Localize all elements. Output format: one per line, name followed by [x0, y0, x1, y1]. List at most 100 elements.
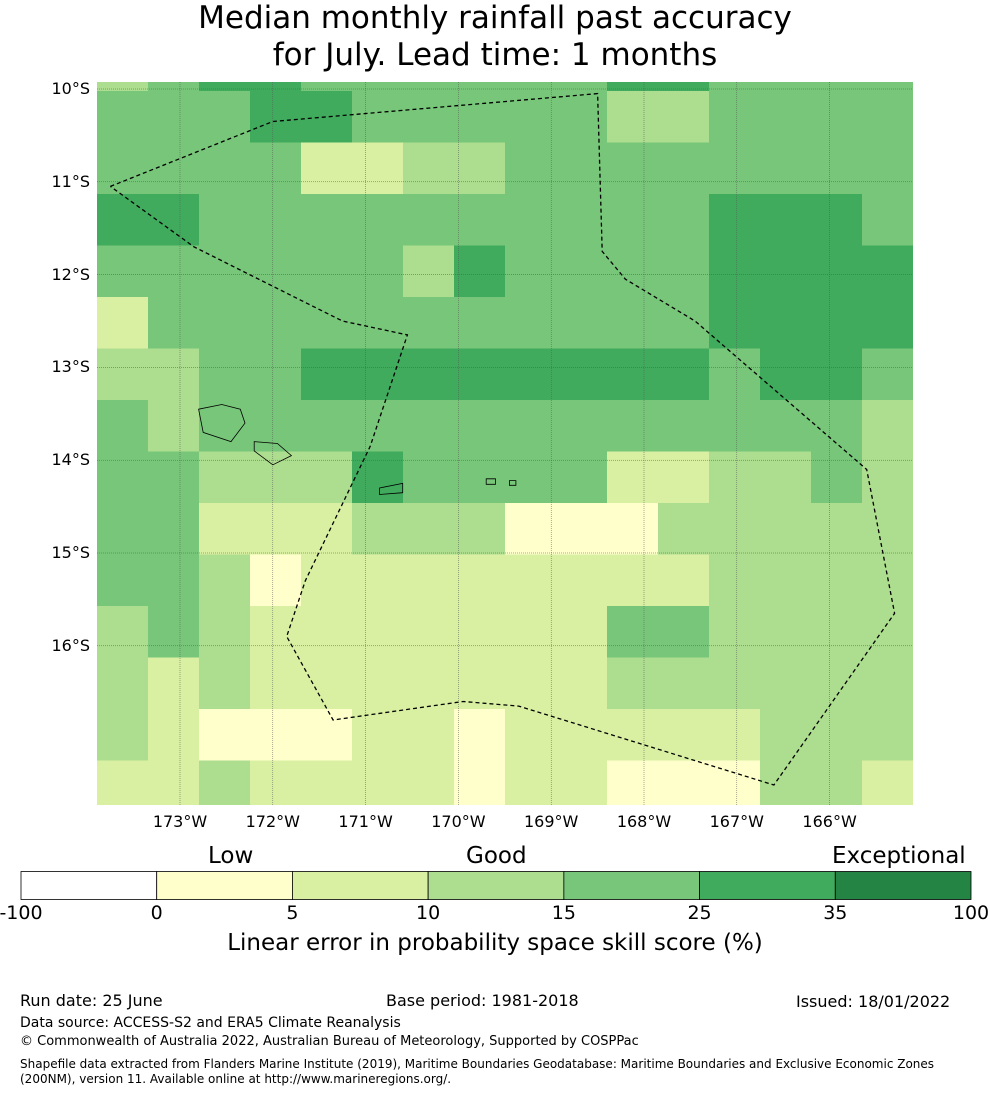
title-line-1: Median monthly rainfall past accuracy	[198, 0, 792, 36]
skill-cell	[301, 297, 353, 350]
island-outline	[508, 480, 517, 486]
skill-cell	[658, 606, 710, 659]
skill-cell	[199, 606, 251, 659]
colorbar-segment	[834, 871, 972, 900]
skill-cell	[862, 194, 914, 247]
skill-cell	[97, 606, 149, 659]
skill-cell	[658, 503, 710, 556]
colorbar	[20, 871, 972, 900]
skill-cell	[760, 503, 812, 556]
skill-cell	[811, 91, 863, 144]
skill-cell	[505, 348, 557, 401]
skill-cell	[148, 82, 200, 92]
skill-cell	[454, 709, 506, 762]
skill-cell	[811, 503, 863, 556]
skill-cell	[862, 245, 914, 298]
skill-cell	[97, 142, 149, 195]
skill-cell	[454, 451, 506, 504]
run-date: Run date: 25 June	[20, 991, 163, 1010]
skill-cell	[97, 503, 149, 556]
colorbar-segment	[20, 871, 158, 900]
skill-cell	[862, 606, 914, 659]
colorbar-tick-label: -100	[0, 902, 43, 924]
colorbar-segment	[156, 871, 293, 900]
skill-cell	[352, 400, 404, 453]
skill-cell	[607, 709, 659, 762]
skill-cell	[505, 400, 557, 453]
title-line-2: for July. Lead time: 1 months	[272, 37, 718, 73]
skill-cell	[97, 348, 149, 401]
skill-cell	[148, 400, 200, 453]
longitude-label: 173°W	[152, 812, 208, 831]
category-good: Good	[466, 843, 527, 869]
skill-cell	[607, 606, 659, 659]
skill-cell	[556, 142, 608, 195]
skill-cell	[607, 451, 659, 504]
skill-cell	[199, 348, 251, 401]
skill-cell	[97, 451, 149, 504]
skill-cell	[403, 606, 455, 659]
skill-cell	[199, 503, 251, 556]
skill-cell	[301, 760, 353, 806]
skill-cell	[811, 142, 863, 195]
skill-cell	[301, 451, 353, 504]
skill-cell	[760, 142, 812, 195]
skill-cell	[352, 760, 404, 806]
skill-cell	[811, 194, 863, 247]
skill-cell	[148, 91, 200, 144]
skill-cell	[352, 297, 404, 350]
skill-cell	[709, 297, 761, 350]
skill-cell	[556, 82, 608, 92]
skill-cell	[148, 760, 200, 806]
longitude-label: 167°W	[709, 812, 764, 831]
skill-cell	[505, 657, 557, 710]
island-outline	[253, 441, 293, 466]
skill-cell	[709, 709, 761, 762]
skill-cell	[658, 82, 710, 92]
skill-cell	[148, 657, 200, 710]
colorbar-segment	[292, 871, 429, 900]
skill-cell	[505, 142, 557, 195]
skill-cell	[199, 82, 251, 92]
skill-cell	[250, 91, 302, 144]
island-outline	[379, 482, 404, 495]
skill-cell	[709, 503, 761, 556]
latitude-label: 10°S	[51, 79, 90, 98]
skill-cell	[862, 709, 914, 762]
skill-cell	[658, 91, 710, 144]
skill-cell	[862, 348, 914, 401]
skill-cell	[760, 400, 812, 453]
skill-cell	[760, 554, 812, 607]
skill-cell	[403, 709, 455, 762]
shapefile-credit: Shapefile data extracted from Flanders M…	[20, 1057, 935, 1086]
skill-cell	[250, 348, 302, 401]
skill-cell	[811, 82, 863, 92]
skill-cell	[97, 245, 149, 298]
skill-cell	[199, 709, 251, 762]
skill-cell	[250, 82, 302, 92]
skill-cell	[352, 503, 404, 556]
skill-cell	[607, 245, 659, 298]
skill-cell	[658, 760, 710, 806]
skill-cell	[607, 194, 659, 247]
latitude-label: 16°S	[51, 635, 90, 655]
colorbar-segment	[427, 871, 565, 900]
skill-cell	[250, 554, 302, 607]
skill-cell	[250, 503, 302, 556]
skill-cell	[352, 91, 404, 144]
skill-cell	[811, 606, 863, 659]
skill-cell	[607, 297, 659, 350]
skill-cell	[97, 709, 149, 762]
skill-cell	[658, 554, 710, 607]
skill-cell	[607, 82, 659, 92]
skill-cell	[97, 82, 149, 92]
latitude-label: 11°S	[51, 171, 90, 191]
skill-cell	[403, 245, 455, 298]
latitude-label: 13°S	[51, 357, 90, 377]
chart-title: Median monthly rainfall past accuracy fo…	[0, 0, 990, 74]
issued-date: Issued: 18/01/2022	[796, 992, 951, 1011]
skill-cell	[556, 245, 608, 298]
colorbar-tick-label: 25	[687, 902, 712, 924]
skill-cell	[658, 297, 710, 350]
skill-cell	[556, 400, 608, 453]
